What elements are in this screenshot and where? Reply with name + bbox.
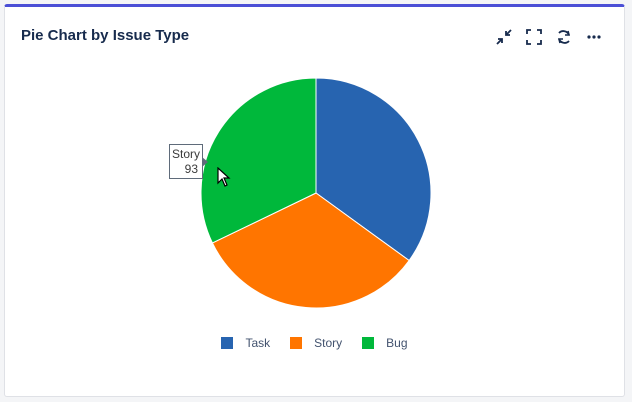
legend-label: Task [245,336,271,350]
pie-slice-bug[interactable] [200,77,317,244]
legend-label: Bug [386,336,408,350]
more-options-icon [587,35,601,39]
pie-chart [200,77,432,309]
refresh-button[interactable] [552,25,576,49]
legend-item-story[interactable]: Story [290,336,342,350]
minimize-button[interactable] [492,25,516,49]
refresh-icon [557,30,571,44]
gadget-toolbar [492,25,606,49]
pie-slice-story[interactable] [211,192,410,309]
legend-swatch [221,337,234,349]
mouse-pointer-icon [217,167,231,187]
chart-legend: Task Story Bug [5,336,624,350]
legend-swatch [362,337,375,349]
minimize-icon [496,29,512,45]
tooltip-label: Story [172,147,201,161]
more-options-button[interactable] [582,25,606,49]
gadget-header: Pie Chart by Issue Type [5,7,624,65]
fullscreen-icon [526,29,542,45]
tooltip-value: 93 [184,162,198,176]
legend-item-task[interactable]: Task [221,336,270,350]
legend-item-bug[interactable]: Bug [362,336,408,350]
legend-swatch [290,337,303,349]
chart-tooltip: Story 93 [169,144,208,179]
gadget-title: Pie Chart by Issue Type [21,27,190,44]
fullscreen-button[interactable] [522,25,546,49]
pie-slice-task[interactable] [315,77,432,262]
pie-chart-gadget: Pie Chart by Issue Type [4,4,625,397]
legend-label: Story [314,336,343,350]
